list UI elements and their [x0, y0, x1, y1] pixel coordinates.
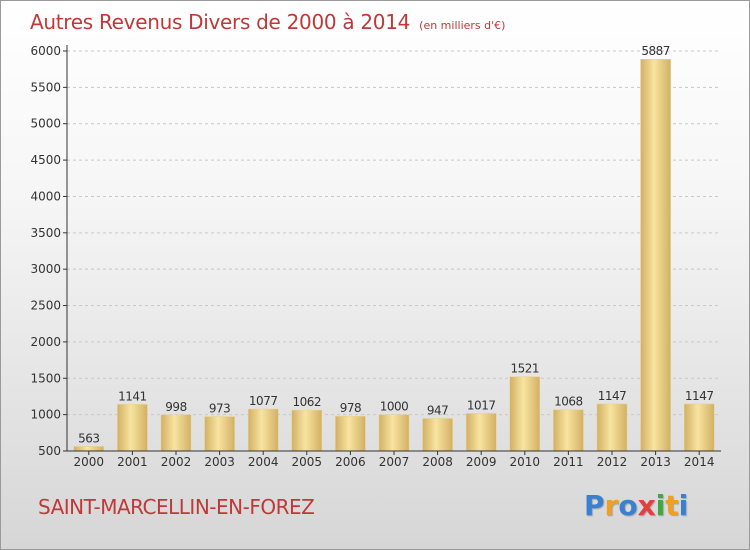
x-tick-label: 2014	[684, 455, 715, 469]
brand-letter: i	[655, 489, 666, 522]
axes	[66, 45, 721, 452]
data-labels: 563 1141 998 973 1077 1062 978 1000 947 1017 1521 1…	[78, 44, 714, 445]
bar-2005	[291, 409, 323, 452]
x-tick-label: 2009	[466, 455, 497, 469]
bar-2004	[247, 408, 279, 452]
brand-letter: P	[584, 489, 605, 522]
x-tick-label: 2011	[553, 455, 584, 469]
x-tick-labels: 2000 2001 2002 2003 2004 2005 2006 2007 2008 2009…	[74, 455, 715, 469]
data-label: 1000	[380, 400, 409, 414]
chart-title: Autres Revenus Divers de 2000 à 2014	[30, 10, 411, 34]
y-tick-label: 1000	[30, 408, 61, 422]
y-tick-label: 5000	[30, 117, 61, 131]
y-tick-label: 3500	[30, 226, 61, 240]
x-tick-label: 2002	[161, 455, 192, 469]
y-tick-label: 500	[38, 444, 61, 458]
bar-2003	[204, 416, 235, 452]
data-label: 1062	[293, 395, 322, 409]
data-label: 1147	[598, 389, 627, 403]
x-tick-label: 2001	[117, 455, 148, 469]
data-label: 1017	[467, 398, 496, 412]
data-label: 947	[427, 403, 448, 417]
data-label: 998	[165, 400, 186, 414]
x-tick-label: 2003	[204, 455, 235, 469]
y-tick-label: 4500	[30, 153, 61, 167]
brand-letter: t	[665, 489, 679, 522]
brand-letter: x	[637, 489, 656, 522]
bar-2006	[335, 415, 366, 452]
bar-2007	[378, 414, 410, 452]
x-tick-label: 2010	[510, 455, 541, 469]
bar-2012	[596, 403, 628, 452]
bar-2000	[73, 446, 105, 452]
data-label: 5887	[641, 44, 670, 58]
y-tick-label: 3000	[30, 262, 61, 276]
y-tick-label: 4000	[30, 189, 61, 203]
x-tick-label: 2012	[597, 455, 628, 469]
data-label: 1141	[118, 389, 147, 403]
bars	[73, 58, 715, 455]
bar-2010	[509, 376, 541, 452]
bar-2008	[422, 418, 453, 452]
brand-letter: r	[604, 489, 619, 522]
data-label: 978	[340, 401, 361, 415]
chart-subtitle: (en milliers d'€)	[419, 19, 506, 32]
data-label: 973	[209, 402, 230, 416]
y-tick-label: 2500	[30, 299, 61, 313]
x-tick-label: 2007	[379, 455, 410, 469]
y-tick-label: 5500	[30, 80, 61, 94]
x-tick-label: 2004	[248, 455, 279, 469]
x-tick-label: 2000	[74, 455, 105, 469]
title-row: Autres Revenus Divers de 2000 à 2014 (en…	[30, 10, 505, 34]
bar-2011	[553, 409, 584, 452]
brand-logo: Proxiti	[584, 489, 688, 522]
commune-name: SAINT-MARCELLIN-EN-FOREZ	[38, 495, 315, 519]
x-tick-label: 2005	[292, 455, 323, 469]
brand-letter: i	[678, 489, 689, 522]
y-tick-label: 1500	[30, 371, 61, 385]
y-tick-label: 6000	[30, 44, 61, 58]
data-label: 1077	[249, 394, 278, 408]
brand-letter: o	[618, 489, 638, 522]
y-tick-label: 2000	[30, 335, 61, 349]
data-label: 1147	[685, 389, 714, 403]
data-label: 1521	[511, 362, 540, 376]
x-tick-label: 2006	[335, 455, 366, 469]
x-tick-label: 2013	[640, 455, 671, 469]
y-tick-labels: 500 1000 1500 2000 2500 3000 3500 4000 4500 5000 5…	[30, 44, 61, 458]
bar-2002	[160, 414, 192, 452]
bar-2001	[117, 404, 148, 452]
bar-2013	[640, 58, 671, 452]
data-label: 1068	[554, 395, 583, 409]
x-tick-label: 2008	[422, 455, 453, 469]
bar-2014	[683, 403, 715, 452]
bar-2009	[465, 413, 497, 452]
data-label: 563	[78, 431, 99, 445]
